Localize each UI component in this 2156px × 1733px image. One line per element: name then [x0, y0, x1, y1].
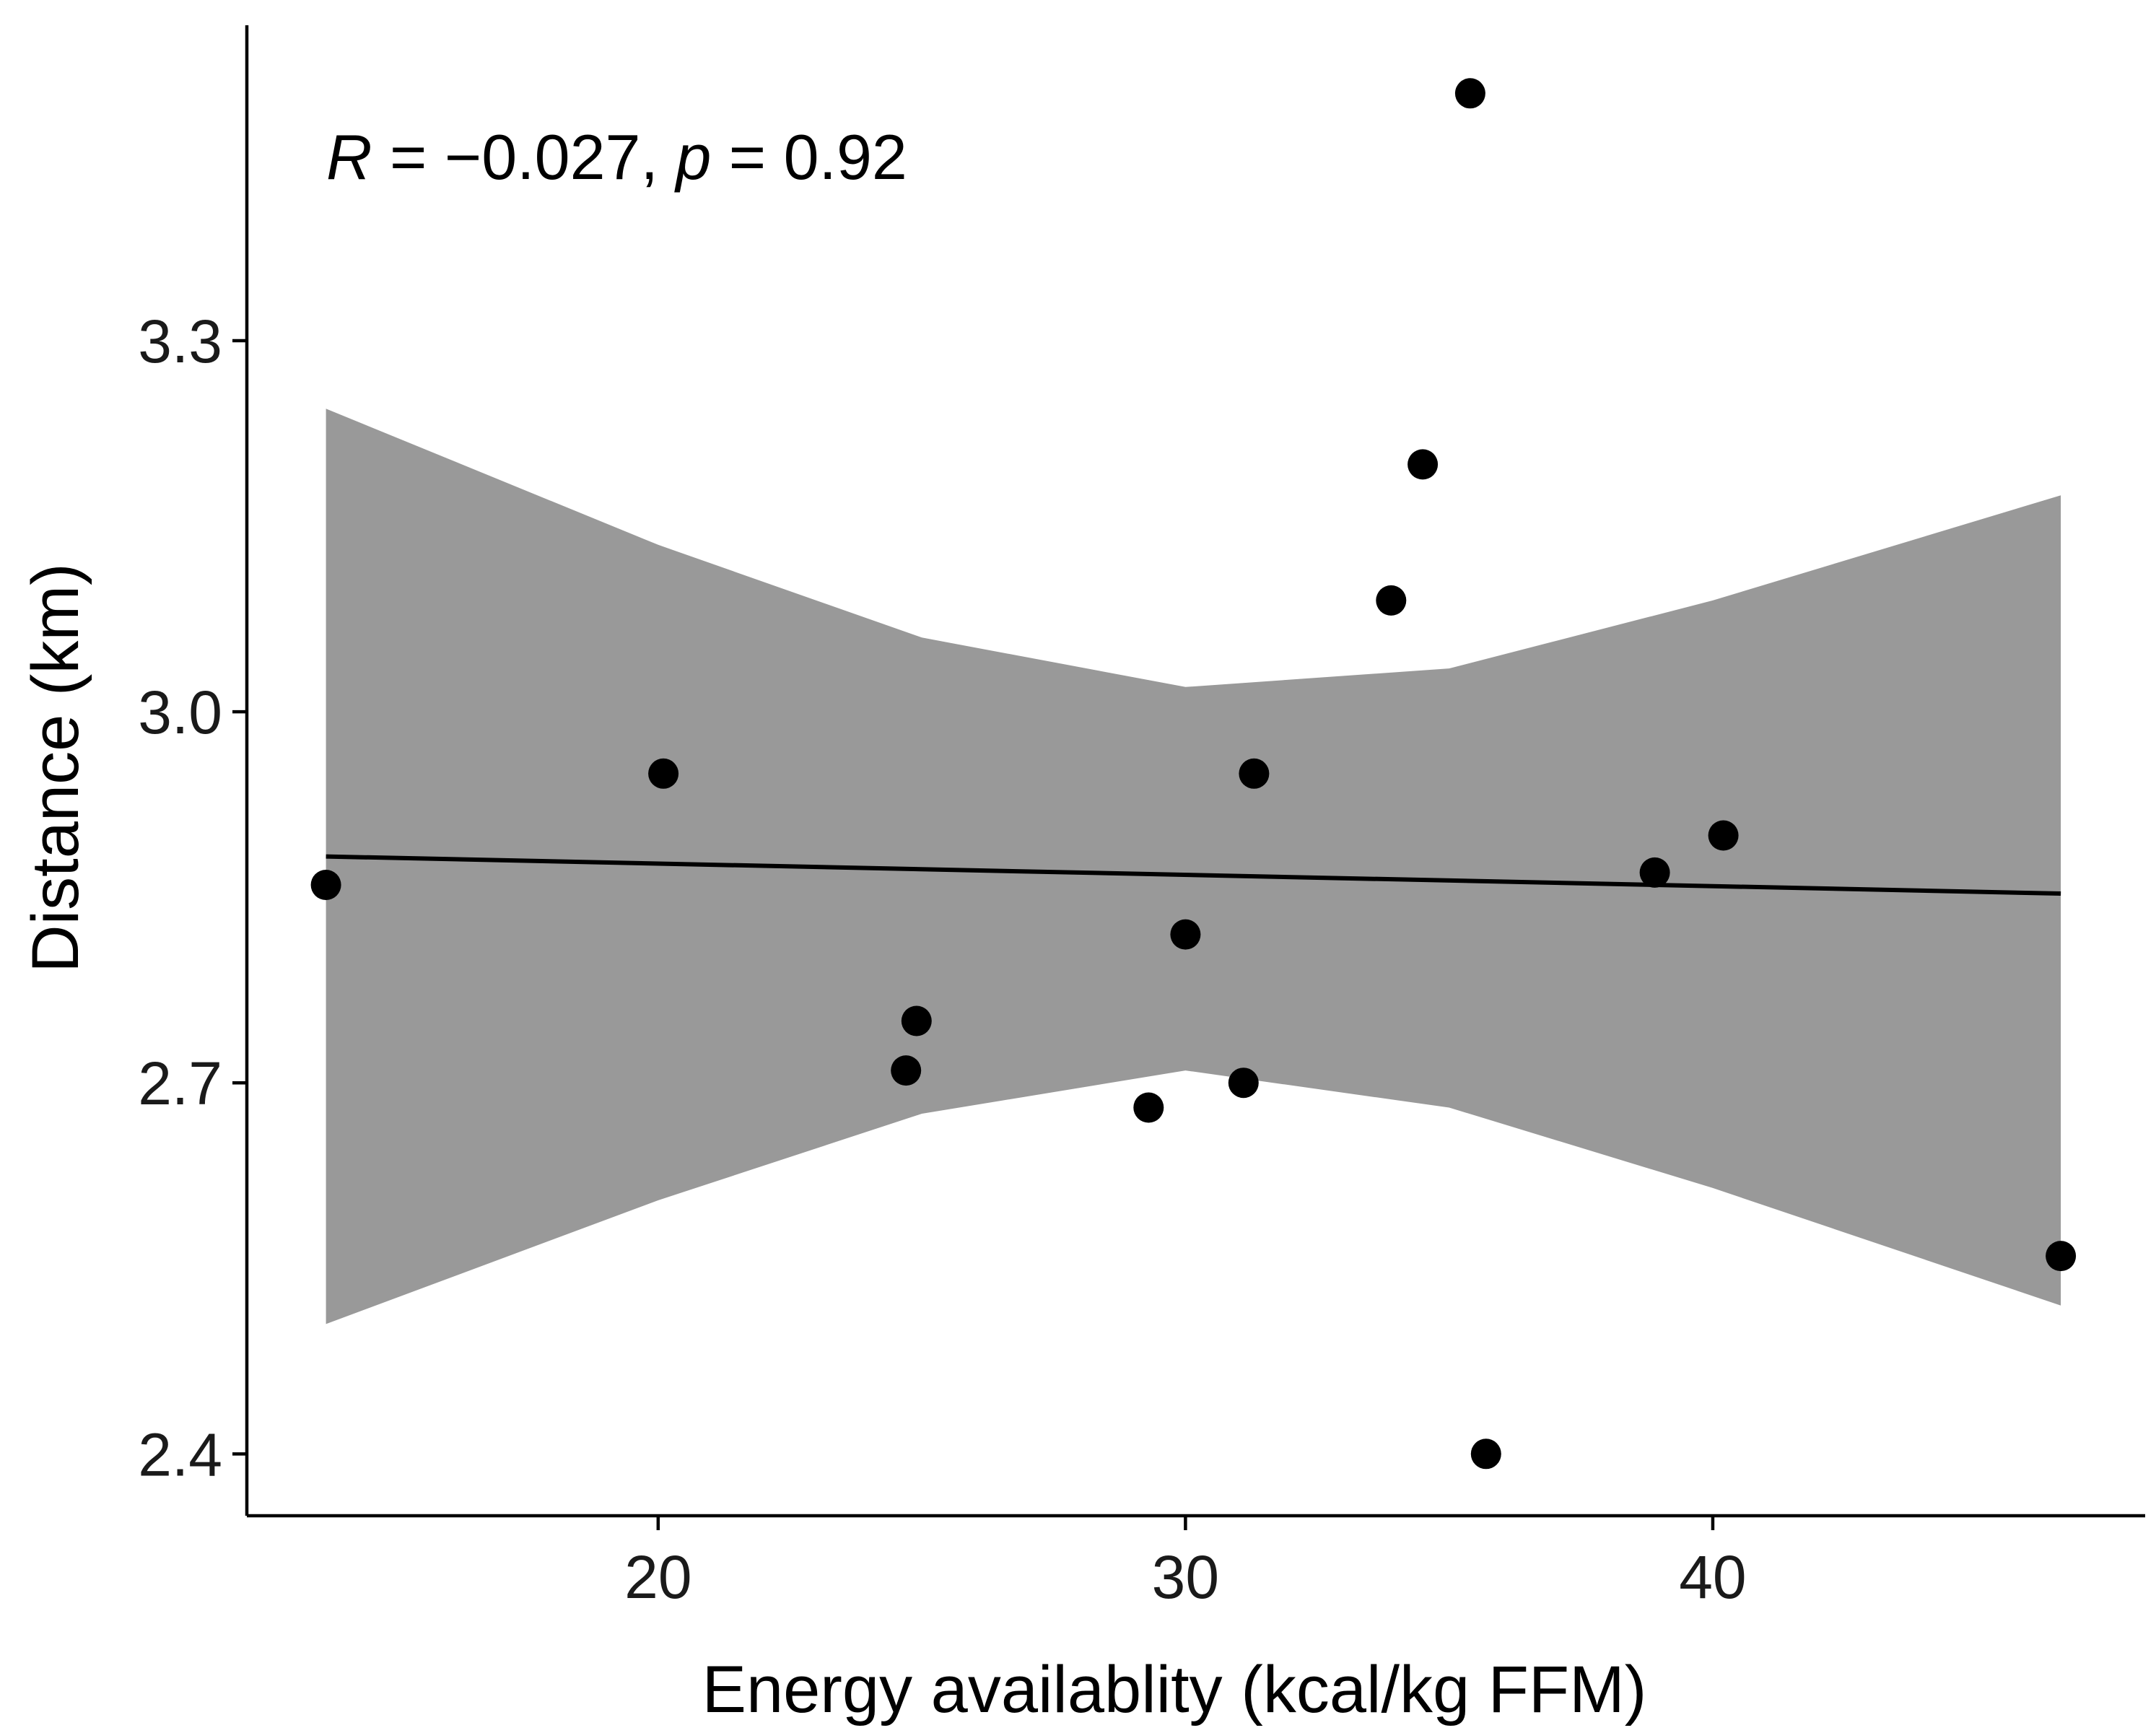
data-point-3 [891, 1055, 922, 1086]
x-axis-ticks: 20 30 40 [624, 1516, 1747, 1611]
regression-line [326, 854, 2061, 896]
data-points [310, 78, 2077, 1470]
r-symbol: R [326, 121, 372, 193]
data-point-11 [1454, 78, 1485, 109]
data-point-7 [1228, 1068, 1259, 1099]
data-point-9 [1376, 585, 1407, 616]
p-symbol: p [673, 121, 711, 193]
y-tick-label: 3.3 [138, 307, 222, 375]
y-axis-ticks: 2.4 2.7 3.0 3.3 [138, 307, 247, 1488]
correlation-annotation: R = −0.027, p = 0.92 [326, 121, 907, 193]
y-tick-label: 2.7 [138, 1049, 222, 1117]
data-point-1 [310, 870, 341, 900]
x-tick-label: 30 [1152, 1543, 1219, 1611]
data-point-10 [1407, 449, 1439, 480]
data-point-4 [901, 1005, 932, 1036]
data-point-14 [1708, 820, 1739, 851]
x-tick-label: 20 [624, 1543, 691, 1611]
data-point-13 [1639, 857, 1670, 888]
data-point-6 [1170, 919, 1201, 950]
confidence-band [326, 409, 2061, 1324]
x-axis-title: Energy availablity (kcal/kg FFM) [702, 1653, 1647, 1727]
data-point-8 [1239, 758, 1270, 789]
data-point-2 [648, 758, 679, 789]
data-point-5 [1133, 1092, 1164, 1123]
y-tick-label: 2.4 [138, 1420, 222, 1488]
data-point-15 [2046, 1241, 2077, 1272]
p-value: = 0.92 [711, 121, 907, 193]
x-tick-label: 40 [1679, 1543, 1746, 1611]
data-point-12 [1470, 1439, 1501, 1470]
y-axis-title: Distance (km) [19, 563, 92, 972]
y-tick-label: 3.0 [138, 678, 222, 746]
r-value: = −0.027, [372, 121, 676, 193]
